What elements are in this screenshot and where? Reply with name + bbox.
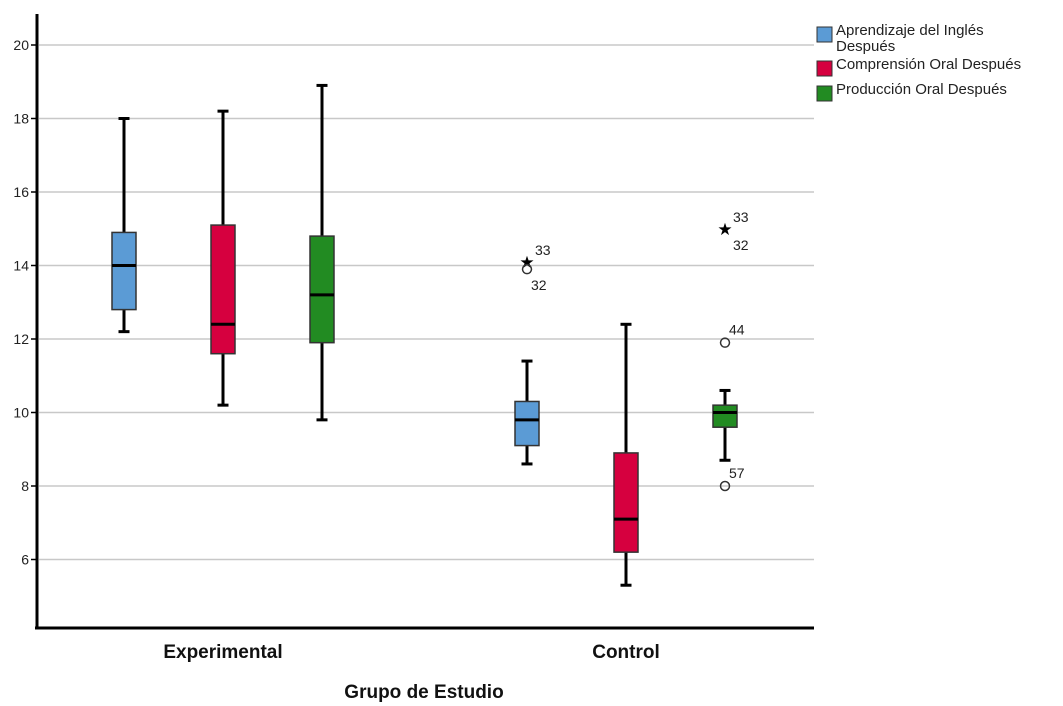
mild-outlier-marker <box>719 337 731 348</box>
legend-label: Después <box>836 38 895 55</box>
mild-outlier-marker <box>521 263 533 275</box>
extreme-outlier-marker: ★ <box>519 253 534 273</box>
outlier-label: 32 <box>531 277 547 293</box>
x-category-label: Experimental <box>163 642 282 663</box>
outlier-label: 32 <box>733 237 749 253</box>
outlier-label: 33 <box>733 209 749 225</box>
y-axis-ticks: 6 8 10 12 14 16 18 20 <box>13 37 37 568</box>
legend-swatch <box>816 60 833 77</box>
outlier-label: 57 <box>729 465 745 481</box>
box-group <box>210 109 236 407</box>
legend-label: Aprendizaje del Inglés <box>836 22 984 39</box>
legend-item: Producción Oral Después <box>816 81 1007 102</box>
y-tick-label: 6 <box>21 552 29 568</box>
box-group <box>111 117 137 334</box>
y-tick-label: 8 <box>21 478 29 494</box>
box-group: ★33 32 <box>514 242 551 466</box>
box <box>613 452 639 553</box>
box <box>111 231 137 311</box>
gridlines <box>39 44 814 561</box>
legend-label: Producción Oral Después <box>836 81 1007 98</box>
extreme-outlier-marker: ★ <box>717 220 732 240</box>
box <box>309 235 335 344</box>
x-axis-title: Grupo de Estudio <box>344 682 503 703</box>
x-axis-categories: Experimental Control <box>163 642 659 663</box>
legend: Aprendizaje del InglésDespuésComprensión… <box>816 22 1021 102</box>
x-category-label: Control <box>592 642 660 663</box>
y-tick-label: 12 <box>13 331 29 347</box>
y-tick-label: 20 <box>13 37 29 53</box>
legend-swatch <box>816 85 833 102</box>
box-group <box>613 322 639 587</box>
box <box>712 404 738 428</box>
axes <box>35 14 814 630</box>
legend-item: Comprensión Oral Después <box>816 56 1021 77</box>
y-tick-label: 16 <box>13 184 29 200</box>
legend-swatch <box>816 26 833 43</box>
outlier-label: 33 <box>535 242 551 258</box>
mild-outlier-marker <box>719 480 731 492</box>
y-tick-label: 18 <box>13 111 29 127</box>
box-group <box>309 83 335 422</box>
y-tick-label: 14 <box>13 258 29 274</box>
box <box>210 224 236 355</box>
box <box>514 400 540 447</box>
outlier-label: 44 <box>729 322 745 338</box>
legend-label: Comprensión Oral Después <box>836 56 1021 73</box>
y-tick-label: 10 <box>13 405 29 421</box>
box-group: ★33 32 44 57 <box>712 209 749 492</box>
